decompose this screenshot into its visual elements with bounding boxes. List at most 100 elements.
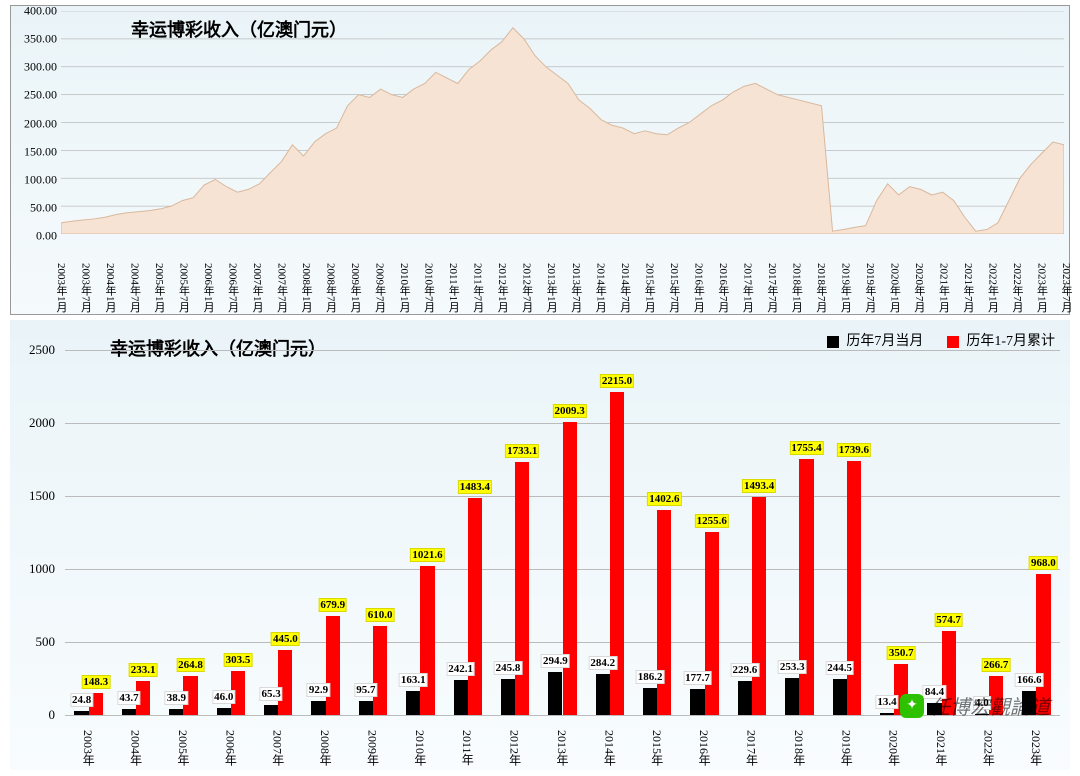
area-xtick: 2023年7月 [1058, 263, 1074, 313]
bar-black [217, 708, 231, 715]
bar-black [406, 691, 420, 715]
area-xtick: 2013年1月 [543, 263, 559, 313]
bar-label-red: 2009.3 [552, 404, 586, 418]
bar-chart-plot: 148.324.8233.143.7264.838.9303.546.0445.… [65, 350, 1060, 715]
bar-label-black: 177.7 [683, 671, 712, 685]
bar-red [799, 459, 813, 715]
bar-red [420, 566, 434, 715]
bar-label-black: 24.8 [70, 693, 93, 707]
bar-label-black: 43.7 [117, 691, 140, 705]
bar-xtick: 2003年 [80, 730, 97, 766]
area-xtick: 2022年7月 [1009, 263, 1025, 313]
bar-label-red: 679.9 [318, 598, 347, 612]
bar-xtick: 2023年 [1028, 730, 1045, 766]
bar-black [833, 679, 847, 715]
bar-label-red: 1021.6 [410, 548, 444, 562]
bar-red [752, 497, 766, 715]
bar-black [359, 701, 373, 715]
bar-red [705, 532, 719, 715]
bar-xtick: 2011年 [459, 730, 476, 766]
bar-label-red: 1755.4 [789, 441, 823, 455]
bar-label-red: 233.1 [129, 663, 158, 677]
bar-label-red: 1483.4 [458, 480, 492, 494]
bar-chart-legend: 历年7月当月 历年1-7月累计 [807, 330, 1055, 350]
bar-label-black: 95.7 [354, 683, 377, 697]
area-xtick: 2006年1月 [200, 263, 216, 313]
bar-label-red: 1739.6 [837, 443, 871, 457]
area-xtick: 2015年1月 [641, 263, 657, 313]
bar-black [169, 709, 183, 715]
bar-xtick: 2009年 [364, 730, 381, 766]
bar-black [311, 701, 325, 715]
bar-label-red: 1733.1 [505, 444, 539, 458]
bar-label-black: 13.4 [875, 695, 898, 709]
area-xtick: 2011年1月 [445, 263, 461, 312]
charts-container: 幸运博彩收入（亿澳门元） 0.0050.00100.00150.00200.00… [0, 0, 1080, 776]
bar-xtick: 2016年 [696, 730, 713, 766]
bar-label-red: 968.0 [1029, 556, 1058, 570]
bar-xtick: 2012年 [507, 730, 524, 766]
area-ytick: 50.00 [30, 200, 57, 215]
legend-item-black: 历年7月当月 [827, 330, 924, 350]
bar-xtick: 2014年 [601, 730, 618, 766]
area-xtick: 2009年1月 [347, 263, 363, 313]
area-xtick: 2019年7月 [862, 263, 878, 313]
area-ytick: 350.00 [24, 32, 57, 47]
bar-red [278, 650, 292, 715]
area-xtick: 2021年7月 [960, 263, 976, 313]
area-xtick: 2004年7月 [127, 263, 143, 313]
bar-red [847, 461, 861, 715]
bar-xtick: 2013年 [554, 730, 571, 766]
bar-label-red: 610.0 [366, 608, 395, 622]
area-xtick: 2007年1月 [249, 263, 265, 313]
area-xtick: 2015年7月 [666, 263, 682, 313]
area-chart: 幸运博彩收入（亿澳门元） 0.0050.00100.00150.00200.00… [10, 5, 1070, 315]
area-xtick: 2009年7月 [372, 263, 388, 313]
bar-label-red: 350.7 [887, 646, 916, 660]
bar-black [548, 672, 562, 715]
legend-swatch-red [947, 336, 959, 348]
area-chart-yaxis: 0.0050.00100.00150.00200.00250.00300.003… [11, 11, 59, 234]
bar-label-black: 65.3 [259, 687, 282, 701]
bar-red [468, 498, 482, 715]
bar-label-red: 303.5 [224, 653, 253, 667]
area-xtick: 2018年1月 [788, 263, 804, 313]
wechat-icon: ✦ [900, 694, 924, 718]
bar-label-black: 284.2 [588, 656, 617, 670]
bar-xtick: 2004年 [128, 730, 145, 766]
bar-xtick: 2018年 [791, 730, 808, 766]
bar-black [643, 688, 657, 715]
area-ytick: 300.00 [24, 60, 57, 75]
bar-label-red: 1402.6 [647, 492, 681, 506]
bar-red [373, 626, 387, 715]
area-xtick: 2017年1月 [739, 263, 755, 313]
area-xtick: 2004年1月 [102, 263, 118, 313]
bar-black [596, 674, 610, 715]
bar-ytick: 1500 [29, 488, 55, 504]
bar-black [264, 705, 278, 715]
area-xtick: 2012年7月 [519, 263, 535, 313]
area-xtick: 2008年1月 [298, 263, 314, 313]
area-ytick: 100.00 [24, 172, 57, 187]
bar-label-black: 244.5 [825, 661, 854, 675]
bar-black [690, 689, 704, 715]
area-xtick: 2006年7月 [225, 263, 241, 313]
area-xtick: 2010年1月 [396, 263, 412, 313]
bar-label-black: 245.8 [494, 661, 523, 675]
bar-xtick: 2007年 [270, 730, 287, 766]
bar-chart-yaxis: 05001000150020002500 [10, 350, 60, 715]
bar-black [880, 713, 894, 715]
bar-black [501, 679, 515, 715]
bar-label-red: 266.7 [982, 658, 1011, 672]
bar-label-black: 229.6 [731, 663, 760, 677]
area-xtick: 2011年7月 [470, 263, 486, 312]
bar-label-red: 1255.6 [695, 514, 729, 528]
bar-label-red: 445.0 [271, 632, 300, 646]
area-xtick: 2018年7月 [813, 263, 829, 313]
bar-label-black: 92.9 [307, 683, 330, 697]
bar-label-black: 242.1 [446, 662, 475, 676]
bar-label-black: 166.6 [1015, 673, 1044, 687]
bar-label-red: 148.3 [81, 675, 110, 689]
area-xtick: 2012年1月 [494, 263, 510, 313]
area-xtick: 2007年7月 [274, 263, 290, 313]
